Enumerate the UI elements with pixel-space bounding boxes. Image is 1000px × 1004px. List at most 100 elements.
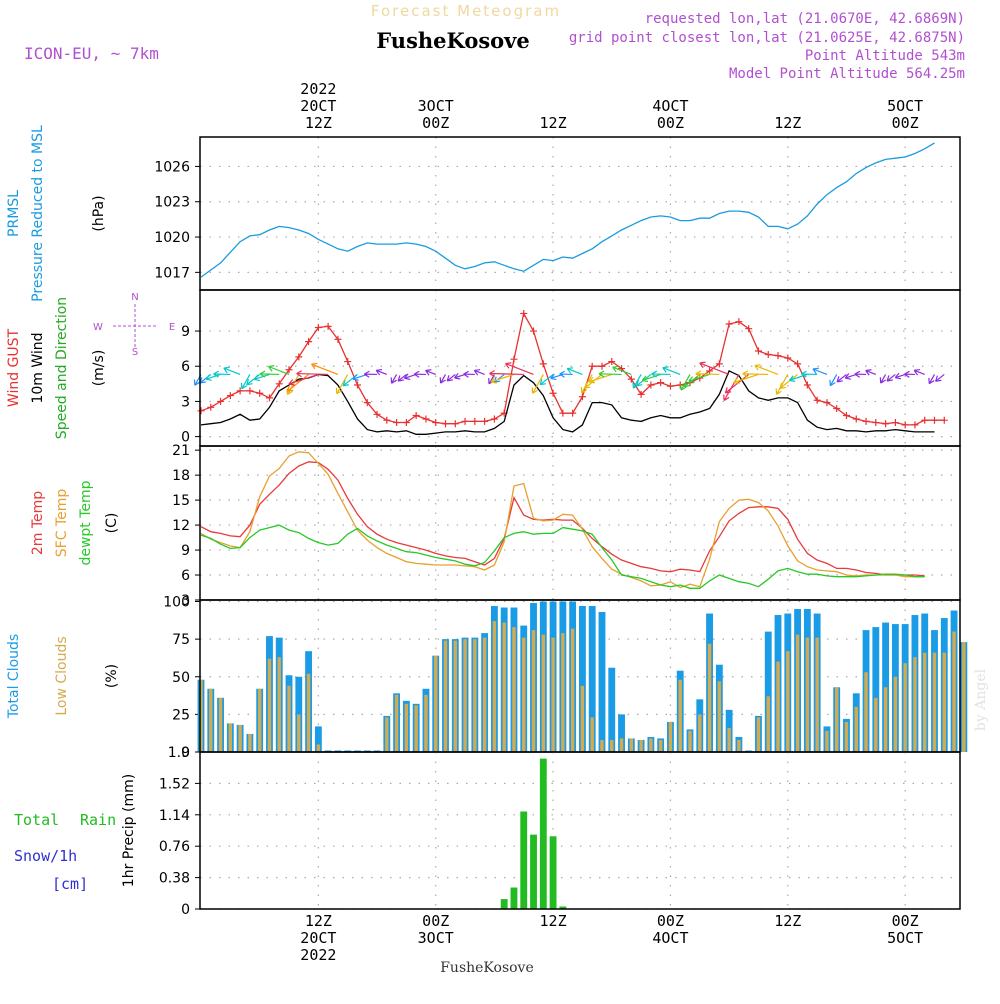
y-tick-label: 1023 [154,195,190,211]
gust-point [931,417,938,424]
precip-label-cm: [cm] [52,875,88,893]
precip-label-snow: Snow/1h [14,847,77,865]
time-label: 00Z [892,114,919,132]
bar-low-clouds [297,714,300,752]
bar-low-clouds [630,738,633,752]
bar-low-clouds [317,744,320,752]
time-label: 3OCT [418,97,454,115]
bar-low-clouds [229,723,232,752]
gust-point [491,416,498,423]
axis-label: (hPa) [91,195,107,231]
bar-low-clouds [278,657,281,752]
bar-low-clouds [796,635,799,752]
bar-low-clouds [473,639,476,752]
bar-rain [550,836,557,909]
bar-low-clouds [943,653,946,752]
gust-point [227,392,234,399]
time-label: 12Z [774,912,801,930]
panel-frame [200,752,960,909]
gust-point [383,417,390,424]
bar-total-clouds [608,668,615,752]
gust-point [598,363,605,370]
time-label: 5OCT [887,929,923,947]
bar-low-clouds [855,707,858,752]
bar-rain [501,899,508,909]
time-label: 00Z [657,912,684,930]
wind-arrow [652,374,671,375]
time-label: 20CT [300,97,336,115]
panel-frame [200,137,960,290]
bar-low-clouds [414,705,417,752]
bar-low-clouds [287,686,290,752]
gust-point [784,355,791,362]
bar-low-clouds [776,662,779,752]
gust-point [540,360,547,367]
axis-label: Speed and Direction [54,297,70,439]
gust-point [823,399,830,406]
axis-label: Pressure Reduced to MSL [30,125,46,302]
wind-arrow [743,374,768,375]
bar-low-clouds [620,738,623,752]
bar-low-clouds [913,657,916,752]
wind-arrow [696,374,719,375]
series-line-dewpt-temp [201,525,925,588]
axis-label: Low Clouds [54,636,70,715]
bar-low-clouds [405,704,408,752]
bar-low-clouds [923,653,926,752]
gust-point [354,382,361,389]
axis-label: PRMSL [6,190,22,237]
gust-point [559,410,566,417]
bar-low-clouds [903,663,906,752]
y-tick-label: 6 [181,359,190,375]
gust-point [853,416,860,423]
wind-arrow [506,364,534,375]
y-tick-label: 1.9 [168,745,190,761]
bar-low-clouds [786,651,789,752]
bar-low-clouds [659,740,662,752]
gust-point [765,351,772,358]
bar-low-clouds [737,740,740,752]
gust-point [462,418,469,425]
bar-low-clouds [454,641,457,752]
bar-low-clouds [649,738,652,752]
wind-arrow [260,374,279,375]
axis-label: (C) [104,513,120,534]
bar-low-clouds [248,734,251,752]
bar-total-clouds [599,612,606,752]
bar-low-clouds [806,638,809,752]
y-tick-label: 75 [172,632,190,648]
bar-low-clouds [757,717,760,752]
time-label: 20CT [300,929,336,947]
gust-point [657,379,664,386]
bar-low-clouds [424,695,427,752]
precip-label-rain: Rain [80,811,116,829]
y-tick-label: 9 [181,324,190,340]
bar-low-clouds [815,638,818,752]
time-label: 00Z [657,114,684,132]
bar-low-clouds [219,698,222,752]
wind-arrows [194,362,944,400]
time-label: 12Z [774,114,801,132]
compass-n: N [131,292,138,303]
gust-point [481,418,488,425]
series-line-2m-temp [201,462,925,576]
gust-point [530,328,537,335]
y-tick-label: 25 [172,707,190,723]
model-name: ICON-EU, ~ 7km [24,44,159,63]
bar-low-clouds [581,686,584,752]
bar-low-clouds [463,639,466,752]
time-label: 12Z [305,912,332,930]
bar-low-clouds [268,659,271,752]
wind-arrow [297,374,328,375]
y-tick-label: 3 [181,394,190,410]
y-tick-label: 1020 [154,230,190,246]
bar-low-clouds [688,731,691,752]
time-label: 00Z [422,114,449,132]
gust-point [921,417,928,424]
series-line-pressure [201,143,935,277]
